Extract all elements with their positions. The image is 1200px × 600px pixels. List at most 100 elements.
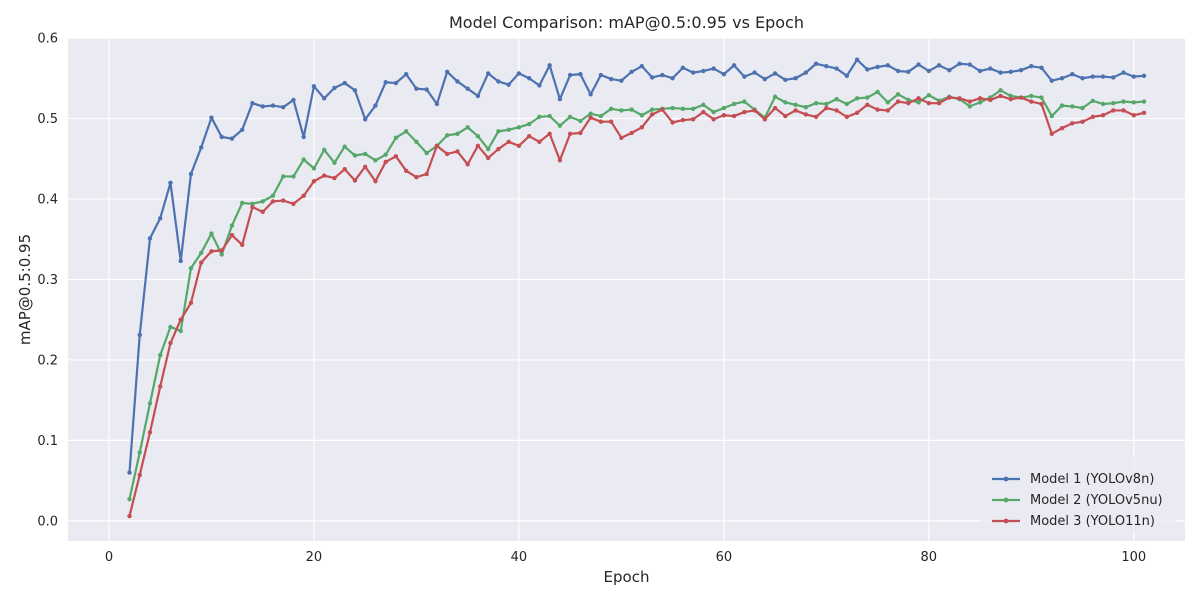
data-point	[793, 102, 798, 108]
data-point	[311, 84, 317, 89]
data-point	[219, 252, 224, 257]
data-point	[772, 105, 778, 111]
data-point	[598, 119, 604, 124]
data-point	[834, 66, 839, 71]
data-point	[711, 66, 716, 71]
data-point	[670, 105, 675, 111]
data-point	[188, 171, 194, 177]
data-point	[1141, 73, 1147, 79]
data-point	[1039, 65, 1044, 70]
data-point	[1100, 113, 1106, 118]
data-point	[506, 139, 511, 145]
data-point	[373, 158, 378, 163]
data-point	[701, 109, 706, 115]
data-point	[270, 103, 276, 108]
series-1	[127, 57, 1147, 475]
data-point	[455, 131, 460, 136]
data-point	[608, 119, 614, 124]
data-point	[547, 131, 552, 136]
series-line	[128, 89, 1145, 500]
legend-marker	[1003, 476, 1009, 482]
data-point	[229, 136, 235, 141]
data-point	[465, 125, 470, 130]
data-point	[608, 76, 614, 82]
data-point	[1141, 99, 1147, 104]
series-2	[127, 88, 1147, 502]
data-point	[783, 113, 788, 119]
data-point	[332, 85, 337, 91]
data-point	[906, 69, 911, 75]
data-point	[219, 134, 224, 140]
data-point	[1080, 105, 1085, 111]
data-point	[793, 108, 798, 113]
data-point	[178, 258, 183, 264]
series-lines	[127, 57, 1147, 519]
data-point	[936, 100, 942, 106]
data-point	[352, 178, 358, 183]
data-point	[1008, 93, 1013, 99]
data-point	[895, 99, 901, 104]
series-line	[128, 94, 1145, 517]
data-point	[711, 117, 716, 122]
data-point	[1141, 110, 1147, 116]
data-point	[854, 110, 860, 116]
series-line	[128, 58, 1145, 473]
data-point	[588, 111, 593, 116]
data-point	[1111, 75, 1116, 80]
data-point	[916, 100, 921, 105]
data-point	[281, 174, 286, 179]
data-point	[383, 152, 388, 157]
data-point	[762, 76, 768, 82]
data-point	[711, 109, 716, 115]
data-point	[1059, 125, 1065, 131]
data-point	[1090, 98, 1095, 103]
data-point	[1121, 99, 1126, 104]
series-3	[127, 93, 1147, 519]
data-point	[342, 144, 347, 149]
data-point	[434, 143, 440, 149]
data-point	[824, 63, 829, 69]
y-tick-label: 0.1	[37, 434, 58, 449]
data-point	[1131, 74, 1136, 79]
data-point	[967, 104, 972, 109]
y-tick-label: 0.5	[37, 112, 58, 127]
data-point	[362, 117, 368, 122]
data-point	[526, 76, 532, 81]
data-point	[690, 106, 696, 112]
data-point	[977, 100, 983, 105]
data-point	[598, 113, 604, 119]
data-point	[1131, 113, 1136, 118]
data-point	[352, 153, 358, 158]
data-point	[373, 103, 378, 108]
legend-marker	[1003, 518, 1009, 524]
data-point	[414, 175, 419, 180]
y-tick-label: 0.3	[37, 273, 58, 288]
data-point	[557, 158, 563, 163]
data-point	[619, 135, 624, 140]
data-point	[475, 93, 481, 99]
data-point	[1049, 113, 1054, 119]
data-point	[1039, 95, 1044, 100]
data-point	[731, 113, 737, 119]
data-point	[1070, 104, 1075, 109]
data-point	[547, 113, 552, 119]
data-point	[281, 198, 286, 203]
data-point	[906, 100, 911, 106]
data-point	[957, 96, 962, 101]
data-point	[485, 155, 491, 161]
data-point	[1100, 101, 1106, 107]
data-point	[813, 100, 819, 106]
data-point	[731, 101, 737, 107]
data-point	[403, 168, 409, 173]
data-point	[629, 107, 634, 112]
legend-marker	[1003, 497, 1009, 503]
data-point	[209, 115, 214, 120]
y-axis-ticks: 0.0 0.1 0.2 0.3 0.4 0.5 0.6	[37, 32, 58, 530]
data-point	[393, 154, 399, 159]
data-point	[496, 79, 501, 84]
data-point	[301, 193, 306, 198]
data-point	[301, 134, 306, 140]
legend-entry: Model 1 (YOLOv8n)	[1030, 472, 1154, 487]
data-point	[619, 108, 624, 113]
